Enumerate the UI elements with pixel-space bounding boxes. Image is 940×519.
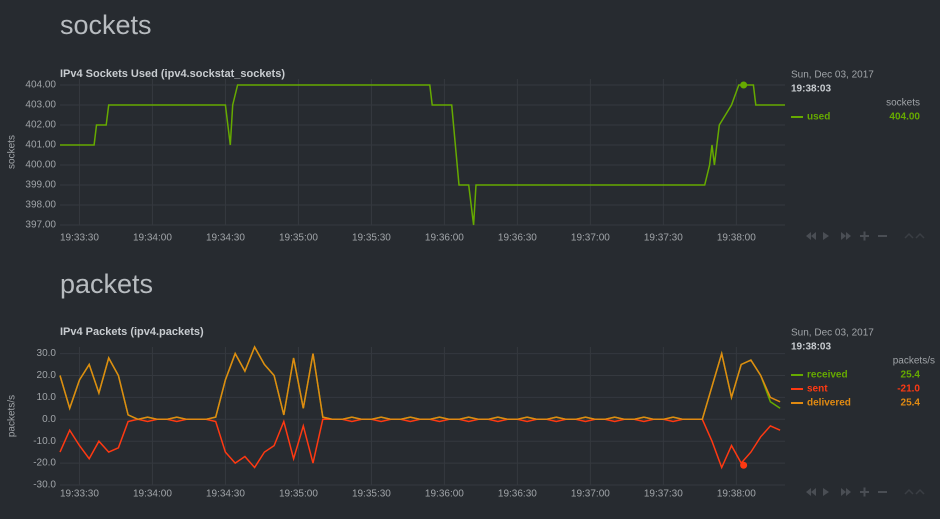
x-tick-label: 19:34:30 xyxy=(206,489,245,500)
y-tick-label: 10.0 xyxy=(37,392,57,403)
play-button[interactable] xyxy=(823,232,829,240)
legend-units: packets/s xyxy=(893,356,935,367)
x-tick-label: 19:37:30 xyxy=(644,489,683,500)
series-line xyxy=(59,345,781,421)
x-tick-label: 19:36:00 xyxy=(425,233,464,244)
legend-name: sent xyxy=(807,384,828,395)
resize-button[interactable] xyxy=(904,232,925,239)
hover-dot xyxy=(740,461,748,469)
x-tick-label: 19:36:30 xyxy=(498,233,537,244)
section-heading: sockets xyxy=(60,10,152,40)
chart-title: IPv4 Packets (ipv4.packets) xyxy=(60,326,204,338)
y-tick-label: 401.00 xyxy=(25,140,56,151)
y-tick-label: 0.0 xyxy=(42,414,56,425)
zoom-in-button[interactable] xyxy=(860,487,869,497)
legend-value: -21.0 xyxy=(897,384,920,395)
x-tick-label: 19:33:30 xyxy=(60,233,99,244)
y-tick-label: 30.0 xyxy=(37,348,57,359)
pan-right-button[interactable] xyxy=(841,232,851,240)
x-tick-label: 19:37:30 xyxy=(644,233,683,244)
y-axis-label: sockets xyxy=(7,135,18,169)
x-tick-label: 19:38:00 xyxy=(717,233,756,244)
y-tick-label: 398.00 xyxy=(25,200,56,211)
y-tick-label: 400.00 xyxy=(25,160,56,171)
x-tick-label: 19:35:30 xyxy=(352,233,391,244)
x-tick-label: 19:35:00 xyxy=(279,233,318,244)
pan-left-button[interactable] xyxy=(806,488,816,496)
legend-units: sockets xyxy=(886,98,920,109)
x-tick-label: 19:35:00 xyxy=(279,489,318,500)
legend-value: 404.00 xyxy=(889,112,920,123)
x-tick-label: 19:36:30 xyxy=(498,489,537,500)
x-tick-label: 19:35:30 xyxy=(352,489,391,500)
legend-date: Sun, Dec 03, 2017 xyxy=(791,328,874,339)
y-tick-label: -10.0 xyxy=(33,436,56,447)
y-tick-label: 403.00 xyxy=(25,100,56,111)
legend-time: 19:38:03 xyxy=(791,342,831,353)
legend-date: Sun, Dec 03, 2017 xyxy=(791,70,874,81)
series-line xyxy=(60,84,785,226)
legend-value: 25.4 xyxy=(901,398,921,409)
y-tick-label: -30.0 xyxy=(33,480,56,491)
y-axis-label: packets/s xyxy=(7,395,18,437)
x-tick-label: 19:33:30 xyxy=(60,489,99,500)
pan-left-button[interactable] xyxy=(806,232,816,240)
hover-dot xyxy=(740,81,748,89)
x-tick-label: 19:34:00 xyxy=(133,489,172,500)
legend-value: 25.4 xyxy=(901,370,921,381)
y-tick-label: 402.00 xyxy=(25,120,56,131)
y-tick-label: 404.00 xyxy=(25,80,56,91)
legend-name: used xyxy=(807,112,830,123)
y-tick-label: 20.0 xyxy=(37,370,57,381)
x-tick-label: 19:38:00 xyxy=(717,489,756,500)
chart-title: IPv4 Sockets Used (ipv4.sockstat_sockets… xyxy=(60,68,285,80)
section-heading: packets xyxy=(60,269,153,299)
series-line xyxy=(59,418,781,470)
resize-button[interactable] xyxy=(904,488,925,495)
y-tick-label: -20.0 xyxy=(33,458,56,469)
x-tick-label: 19:34:00 xyxy=(133,233,172,244)
play-button[interactable] xyxy=(823,488,829,496)
x-tick-label: 19:36:00 xyxy=(425,489,464,500)
legend-name: delivered xyxy=(807,398,851,409)
x-tick-label: 19:37:00 xyxy=(571,489,610,500)
legend-time: 19:38:03 xyxy=(791,84,831,95)
series-line xyxy=(59,345,781,421)
pan-right-button[interactable] xyxy=(841,488,851,496)
zoom-in-button[interactable] xyxy=(860,231,869,241)
y-tick-label: 399.00 xyxy=(25,180,56,191)
y-tick-label: 397.00 xyxy=(25,220,56,231)
x-tick-label: 19:34:30 xyxy=(206,233,245,244)
x-tick-label: 19:37:00 xyxy=(571,233,610,244)
legend-name: received xyxy=(807,370,848,381)
